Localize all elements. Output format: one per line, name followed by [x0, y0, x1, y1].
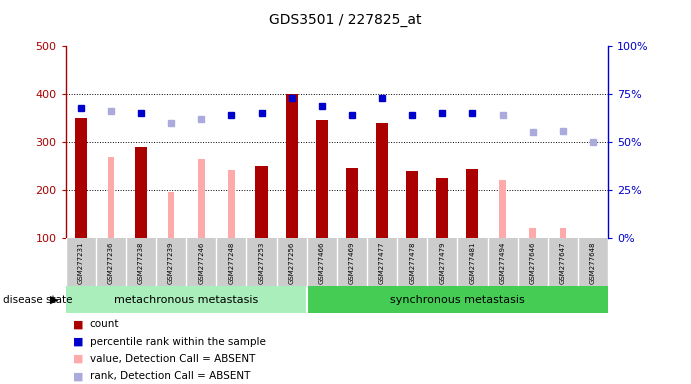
- Text: percentile rank within the sample: percentile rank within the sample: [90, 337, 266, 347]
- Bar: [500, 180, 506, 238]
- Text: count: count: [90, 319, 120, 329]
- Text: GSM277646: GSM277646: [530, 242, 536, 285]
- Bar: [228, 170, 235, 238]
- Bar: [256, 166, 267, 238]
- Text: GSM277469: GSM277469: [349, 242, 355, 285]
- Text: GSM277231: GSM277231: [77, 242, 84, 285]
- Text: GSM277648: GSM277648: [590, 242, 596, 285]
- Text: GSM277248: GSM277248: [229, 242, 234, 284]
- Text: GSM277647: GSM277647: [560, 242, 566, 285]
- Bar: [376, 123, 388, 238]
- Bar: [316, 121, 328, 238]
- Bar: [466, 169, 478, 238]
- Bar: [198, 159, 205, 238]
- Bar: [436, 178, 448, 238]
- Bar: [406, 171, 418, 238]
- Bar: [75, 118, 87, 238]
- Text: ▶: ▶: [50, 295, 59, 305]
- Bar: [560, 228, 566, 238]
- Text: ■: ■: [73, 371, 83, 381]
- Bar: [168, 192, 174, 238]
- Text: GSM277246: GSM277246: [198, 242, 205, 284]
- Text: rank, Detection Call = ABSENT: rank, Detection Call = ABSENT: [90, 371, 250, 381]
- Text: GSM277253: GSM277253: [258, 242, 265, 284]
- Text: ■: ■: [73, 354, 83, 364]
- Text: GSM277238: GSM277238: [138, 242, 144, 285]
- Bar: [529, 228, 536, 238]
- Text: metachronous metastasis: metachronous metastasis: [114, 295, 258, 305]
- Bar: [346, 169, 358, 238]
- Bar: [307, 286, 608, 313]
- Text: GSM277479: GSM277479: [439, 242, 445, 285]
- Text: disease state: disease state: [3, 295, 73, 305]
- Text: GSM277236: GSM277236: [108, 242, 114, 285]
- Bar: [285, 94, 298, 238]
- Text: ■: ■: [73, 337, 83, 347]
- Text: GSM277478: GSM277478: [409, 242, 415, 285]
- Bar: [66, 286, 307, 313]
- Text: GSM277256: GSM277256: [289, 242, 294, 284]
- Text: value, Detection Call = ABSENT: value, Detection Call = ABSENT: [90, 354, 255, 364]
- Bar: [135, 147, 147, 238]
- Text: GSM277481: GSM277481: [469, 242, 475, 285]
- Bar: [108, 157, 114, 238]
- Text: GSM277239: GSM277239: [168, 242, 174, 285]
- Text: GSM277494: GSM277494: [500, 242, 506, 284]
- Text: GSM277466: GSM277466: [319, 242, 325, 285]
- Text: synchronous metastasis: synchronous metastasis: [390, 295, 524, 305]
- Text: ■: ■: [73, 319, 83, 329]
- Text: GDS3501 / 227825_at: GDS3501 / 227825_at: [269, 13, 422, 27]
- Text: GSM277477: GSM277477: [379, 242, 385, 285]
